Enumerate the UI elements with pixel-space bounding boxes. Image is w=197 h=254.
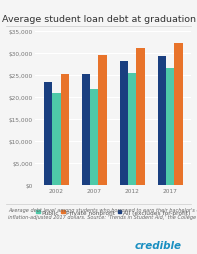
Bar: [128, 73, 137, 185]
Bar: [166, 69, 174, 185]
Bar: [52, 94, 60, 185]
Bar: [158, 57, 166, 185]
Bar: [137, 49, 145, 185]
Text: Average debt level among students who borrowed to earn their bachelor's degree, : Average debt level among students who bo…: [8, 207, 197, 212]
Text: inflation-adjusted 2017 dollars. Source: ‘Trends in Student Aid,’ the College Bo: inflation-adjusted 2017 dollars. Source:…: [8, 215, 197, 220]
Bar: [120, 62, 128, 185]
Bar: [60, 75, 69, 185]
Legend: Public, Private nonprofit, All (excludes for-profit): Public, Private nonprofit, All (excludes…: [36, 210, 190, 215]
Bar: [174, 44, 183, 185]
Text: credible: credible: [134, 240, 181, 250]
Bar: [98, 56, 107, 185]
Bar: [82, 75, 90, 185]
Bar: [90, 90, 98, 185]
Bar: [44, 82, 52, 185]
Text: Average student loan debt at graduation: Average student loan debt at graduation: [2, 15, 195, 24]
